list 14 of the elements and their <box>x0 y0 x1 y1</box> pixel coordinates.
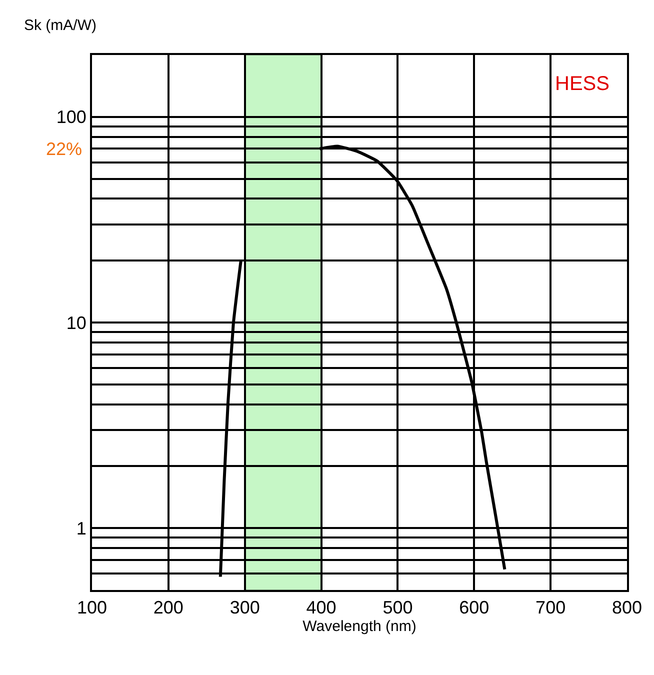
x-tick-label: 200 <box>153 598 184 618</box>
x-tick-label: 800 <box>612 598 642 618</box>
x-tick-label: 700 <box>536 598 566 618</box>
x-tick-label: 300 <box>230 598 260 618</box>
y-tick-label: 100 <box>56 107 86 128</box>
annotation: HESS <box>555 73 610 95</box>
x-tick-label: 400 <box>306 598 336 618</box>
y-tick-label: 1 <box>76 518 86 538</box>
y-axis-title: Sk (mA/W) <box>24 17 96 34</box>
y-tick-label: 10 <box>66 312 86 333</box>
x-tick-label: 600 <box>459 598 490 618</box>
x-tick-label: 500 <box>382 598 413 618</box>
x-axis-title: Wavelength (nm) <box>302 618 416 636</box>
text: 22% <box>46 139 82 159</box>
